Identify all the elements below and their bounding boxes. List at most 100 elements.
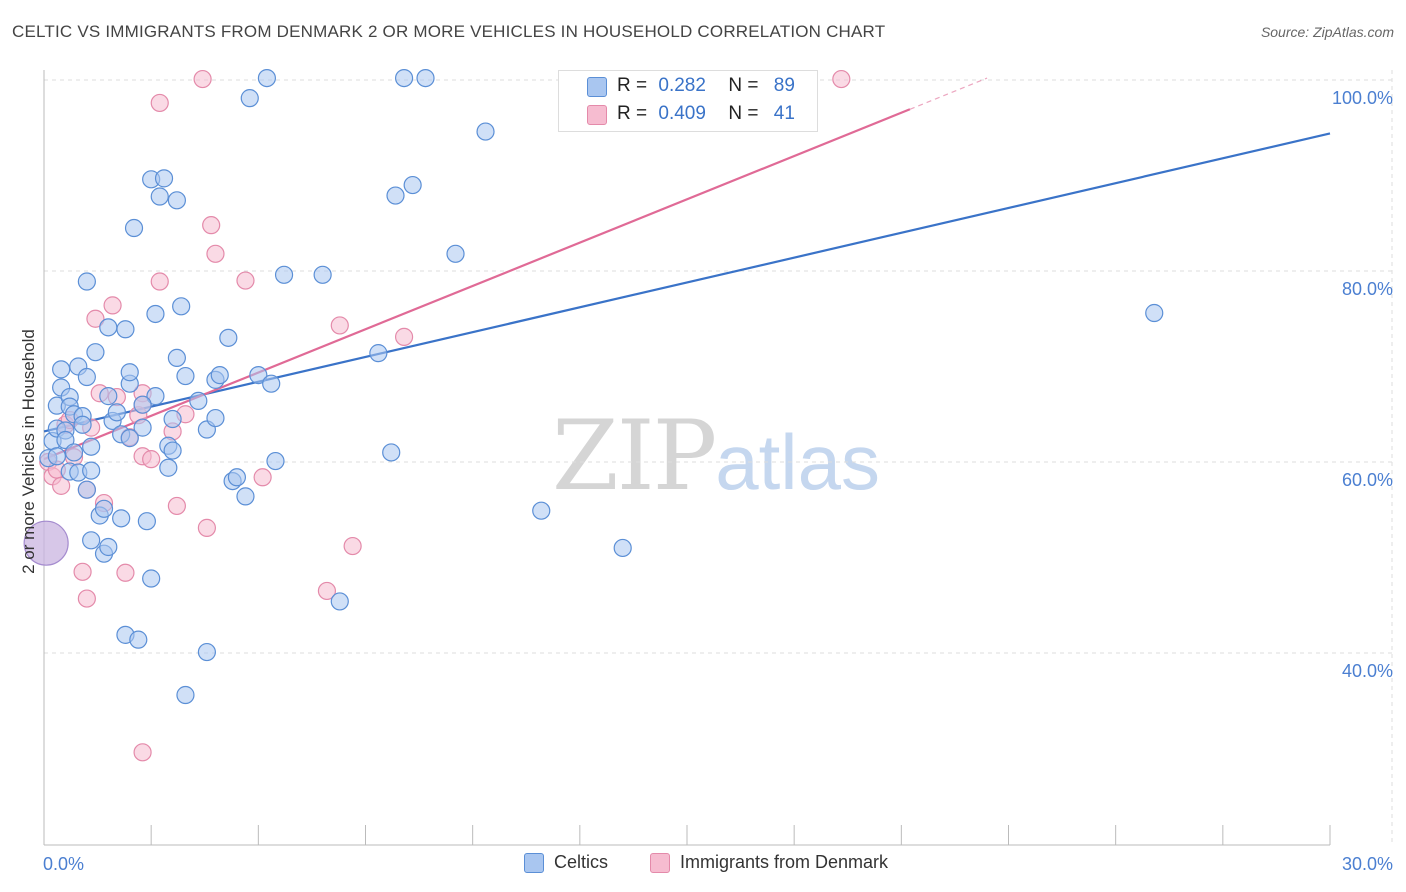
point-celtics: [146, 304, 165, 324]
point-celtics: [386, 186, 405, 205]
point-celtics: [77, 272, 96, 291]
legend-n-label: N =: [728, 75, 759, 96]
point-celtics: [82, 437, 101, 456]
point-celtics: [369, 344, 388, 363]
legend-r-label: R =: [617, 75, 648, 96]
point-celtics: [262, 374, 281, 393]
trendline-denmark: [43, 108, 911, 461]
point-denmark: [330, 316, 349, 335]
series-legend-celtics[interactable]: Celtics: [524, 852, 608, 873]
point-celtics: [163, 409, 182, 429]
point-celtics: [394, 68, 414, 88]
point-denmark: [832, 69, 851, 89]
point-celtics: [94, 499, 114, 518]
point-celtics: [56, 430, 75, 450]
point-celtics: [274, 265, 294, 284]
point-celtics: [77, 480, 96, 499]
point-celtics: [82, 461, 101, 480]
series-legend: Celtics Immigrants from Denmark: [0, 852, 1406, 878]
point-celtics: [120, 363, 139, 382]
watermark-zip: ZIP: [552, 400, 717, 512]
point-denmark: [116, 563, 135, 582]
legend-r-label: R =: [617, 103, 648, 124]
trendlines: [43, 77, 1331, 461]
point-celtics: [167, 348, 186, 368]
point-denmark: [206, 244, 225, 263]
point-denmark: [103, 296, 122, 315]
point-celtics: [172, 297, 191, 316]
point-denmark: [142, 450, 161, 469]
legend-row-celtics: R = 0.282 N = 89: [617, 73, 795, 99]
trendline-denmark-extension: [909, 77, 988, 110]
point-denmark: [77, 589, 96, 608]
chart-title: CELTIC VS IMMIGRANTS FROM DENMARK 2 OR M…: [12, 22, 886, 41]
point-celtics: [107, 403, 126, 422]
point-denmark: [317, 581, 337, 601]
point-celtics: [159, 458, 178, 477]
point-celtics: [313, 265, 332, 284]
point-denmark: [150, 272, 169, 291]
data-points: [23, 68, 1164, 762]
point-celtics: [176, 366, 195, 386]
point-celtics: [416, 68, 435, 88]
tick-labels: 40.0% 60.0% 80.0% 100.0% 0.0% 30.0% 2 or more …: [19, 88, 1393, 874]
point-celtics: [189, 391, 208, 410]
point-celtics: [154, 169, 174, 188]
point-celtics: [99, 387, 118, 406]
y-tick-label: 80.0%: [1342, 279, 1393, 299]
series-legend-denmark[interactable]: Immigrants from Denmark: [650, 852, 888, 873]
point-celtics: [446, 244, 465, 263]
point-celtics: [120, 429, 139, 448]
point-celtics: [52, 360, 71, 379]
point-denmark: [253, 468, 272, 487]
point-denmark: [197, 518, 216, 537]
axes: [43, 70, 1331, 846]
point-denmark: [150, 93, 169, 113]
legend-swatch-celtics: [587, 77, 607, 97]
legend-swatch-denmark: [587, 105, 607, 125]
point-celtics: [219, 328, 238, 347]
point-celtics: [249, 365, 268, 385]
point-celtics: [82, 531, 101, 550]
x-tick-label-max: 30.0%: [1342, 854, 1393, 874]
point-celtics: [116, 320, 135, 339]
point-celtics: [73, 415, 92, 434]
point-celtics: [77, 367, 96, 387]
point-celtics: [476, 122, 495, 141]
point-celtics: [99, 318, 118, 337]
point-denmark: [193, 69, 212, 89]
point-celtics: [112, 509, 131, 528]
point-denmark: [343, 536, 362, 556]
legend-r-value: 0.282: [658, 75, 706, 96]
point-denmark: [73, 562, 92, 581]
point-celtics: [197, 642, 216, 662]
legend-n-value: 41: [773, 103, 795, 124]
series-swatch-denmark: [650, 852, 670, 873]
point-celtics: [403, 175, 422, 195]
point-denmark: [394, 327, 414, 346]
point-celtics: [99, 537, 118, 557]
point-denmark: [52, 476, 71, 495]
point-celtics: [47, 447, 66, 466]
series-label-denmark: Immigrants from Denmark: [680, 852, 889, 872]
point-denmark: [23, 520, 69, 566]
x-tick-label-min: 0.0%: [43, 854, 84, 874]
legend-n-value: 89: [773, 75, 795, 96]
point-denmark: [167, 496, 186, 516]
point-celtics: [137, 512, 156, 531]
legend-r-value: 0.409: [658, 103, 706, 124]
series-label-celtics: Celtics: [554, 852, 609, 872]
point-denmark: [86, 309, 105, 328]
point-celtics: [1145, 303, 1164, 323]
legend-row-denmark: R = 0.409 N = 41: [617, 101, 795, 127]
y-tick-label: 40.0%: [1342, 661, 1393, 681]
point-celtics: [382, 443, 401, 462]
point-celtics: [129, 630, 148, 649]
point-celtics: [236, 487, 255, 506]
point-celtics: [257, 68, 277, 88]
point-celtics: [133, 395, 152, 414]
y-tick-label: 60.0%: [1342, 470, 1393, 490]
point-celtics: [124, 218, 144, 238]
